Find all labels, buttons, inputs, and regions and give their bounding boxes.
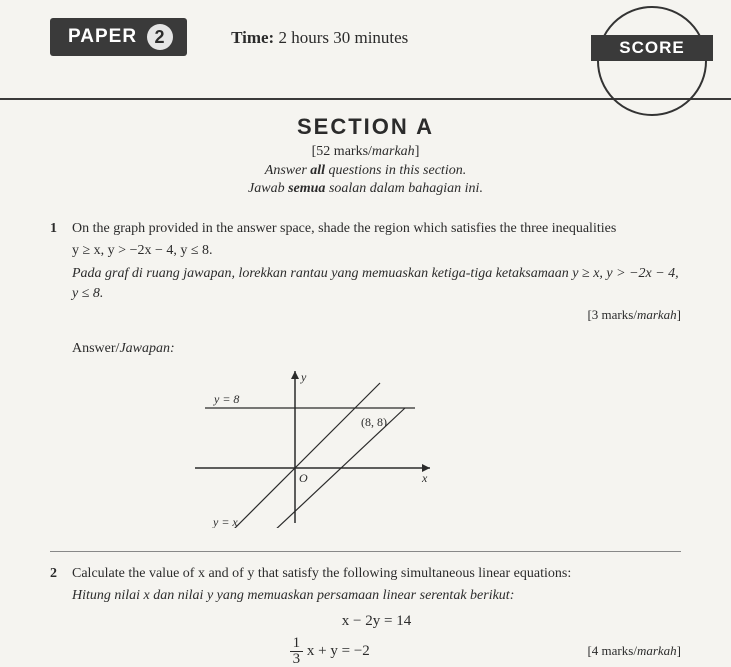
- q2-marks: [4 marks/markah]: [587, 642, 681, 661]
- svg-text:x: x: [421, 471, 428, 485]
- svg-text:y = x: y = x: [212, 515, 238, 528]
- q2-equation-2-row: 1 3 x + y = −2 [4 marks/markah]: [72, 636, 681, 667]
- q2-equation-1: x − 2y = 14: [72, 611, 681, 633]
- question-2: 2 Calculate the value of x and of y that…: [50, 564, 681, 667]
- q1-number: 1: [50, 219, 72, 325]
- q1-inequalities: y ≥ x, y > −2x − 4, y ≤ 8.: [72, 241, 681, 261]
- svg-text:y = 8: y = 8: [213, 392, 239, 406]
- section-instruction-en: Answer all questions in this section.: [50, 163, 681, 179]
- svg-text:(8, 8): (8, 8): [361, 415, 387, 429]
- content: SECTION A [52 marks/markah] Answer all q…: [0, 100, 731, 667]
- time-block: Time: 2 hours 30 minutes: [231, 28, 408, 48]
- question-1: 1 On the graph provided in the answer sp…: [50, 219, 681, 325]
- graph-area: y x Oy = 8 y = x (8, 8): [180, 363, 681, 533]
- question-divider: [50, 551, 681, 552]
- page-header: PAPER 2 Time: 2 hours 30 minutes SCORE: [0, 0, 731, 90]
- paper-label: PAPER: [68, 26, 137, 48]
- svg-text:O: O: [299, 471, 308, 485]
- score-badge: SCORE: [597, 6, 707, 116]
- q2-equation-2: 1 3 x + y = −2: [72, 636, 587, 667]
- svg-text:y: y: [300, 370, 307, 384]
- score-label: SCORE: [591, 35, 713, 61]
- q2-text-my: Hitung nilai x dan nilai y yang memuaska…: [72, 586, 681, 606]
- q1-marks: [3 marks/markah]: [72, 306, 681, 325]
- section-marks: [52 marks/markah]: [50, 144, 681, 160]
- q2-number: 2: [50, 564, 72, 667]
- fraction-one-third: 1 3: [290, 636, 304, 667]
- q1-text-my: Pada graf di ruang jawapan, lorekkan ran…: [72, 264, 681, 305]
- time-value: 2 hours 30 minutes: [278, 28, 408, 47]
- section-instruction-my: Jawab semua soalan dalam bahagian ini.: [50, 181, 681, 197]
- answer-label: Answer/Jawapan:: [72, 341, 681, 357]
- q1-body: On the graph provided in the answer spac…: [72, 219, 681, 325]
- coordinate-graph: y x Oy = 8 y = x (8, 8): [180, 363, 440, 528]
- section-title: SECTION A: [50, 114, 681, 140]
- q1-text-en: On the graph provided in the answer spac…: [72, 219, 681, 239]
- q2-body: Calculate the value of x and of y that s…: [72, 564, 681, 667]
- score-circle: [597, 6, 707, 116]
- q2-text-en: Calculate the value of x and of y that s…: [72, 564, 681, 584]
- paper-badge: PAPER 2: [50, 18, 187, 56]
- time-label: Time:: [231, 28, 274, 47]
- paper-number: 2: [147, 24, 173, 50]
